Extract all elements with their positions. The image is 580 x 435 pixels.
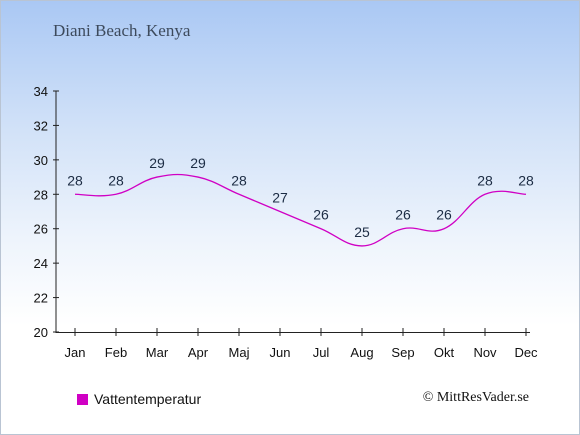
x-tick-label: Jul [313,345,330,360]
y-tick-label: 20 [34,325,48,340]
data-label: 26 [313,207,329,223]
y-tick-label: 30 [34,153,48,168]
chart-title: Diani Beach, Kenya [53,21,191,40]
y-tick-label: 28 [34,187,48,202]
data-label: 25 [354,224,370,240]
x-tick-label: Jun [270,345,291,360]
data-label: 28 [518,172,534,188]
x-tick-label: Okt [434,345,455,360]
data-label: 27 [272,190,288,206]
copyright-text: © MittResVader.se [422,390,529,405]
y-tick-label: 22 [34,291,48,306]
data-point [74,193,76,195]
data-point [238,193,240,195]
data-label: 29 [149,155,165,171]
data-point [115,193,117,195]
y-tick-label: 32 [34,118,48,133]
data-label: 28 [477,172,493,188]
y-tick-label: 24 [34,256,48,271]
data-label: 29 [190,155,206,171]
x-tick-label: Sep [391,345,414,360]
y-tick-label: 26 [34,222,48,237]
data-point [525,193,527,195]
data-label: 26 [395,207,411,223]
x-tick-label: Nov [473,345,497,360]
data-point [443,228,445,230]
data-label: 28 [67,172,83,188]
series-line-vattentemperatur [74,173,527,247]
data-point [197,176,199,178]
data-label: 26 [436,207,452,223]
data-label: 28 [108,172,124,188]
data-point [484,193,486,195]
data-point [279,211,281,213]
x-tick-label: Feb [105,345,127,360]
x-tick-label: Mar [146,345,169,360]
x-tick-label: Aug [350,345,373,360]
x-tick-label: Maj [229,345,250,360]
data-label: 28 [231,172,247,188]
x-tick-label: Jan [65,345,86,360]
legend-label: Vattentemperatur [94,391,202,407]
legend-swatch [77,393,88,405]
data-point [156,176,158,178]
data-point [320,228,322,230]
x-tick-label: Apr [188,345,209,360]
x-tick-label: Dec [514,345,538,360]
data-point [361,245,363,247]
legend: Vattentemperatur [77,391,201,407]
y-tick-label: 34 [34,84,48,99]
data-point [402,228,404,230]
